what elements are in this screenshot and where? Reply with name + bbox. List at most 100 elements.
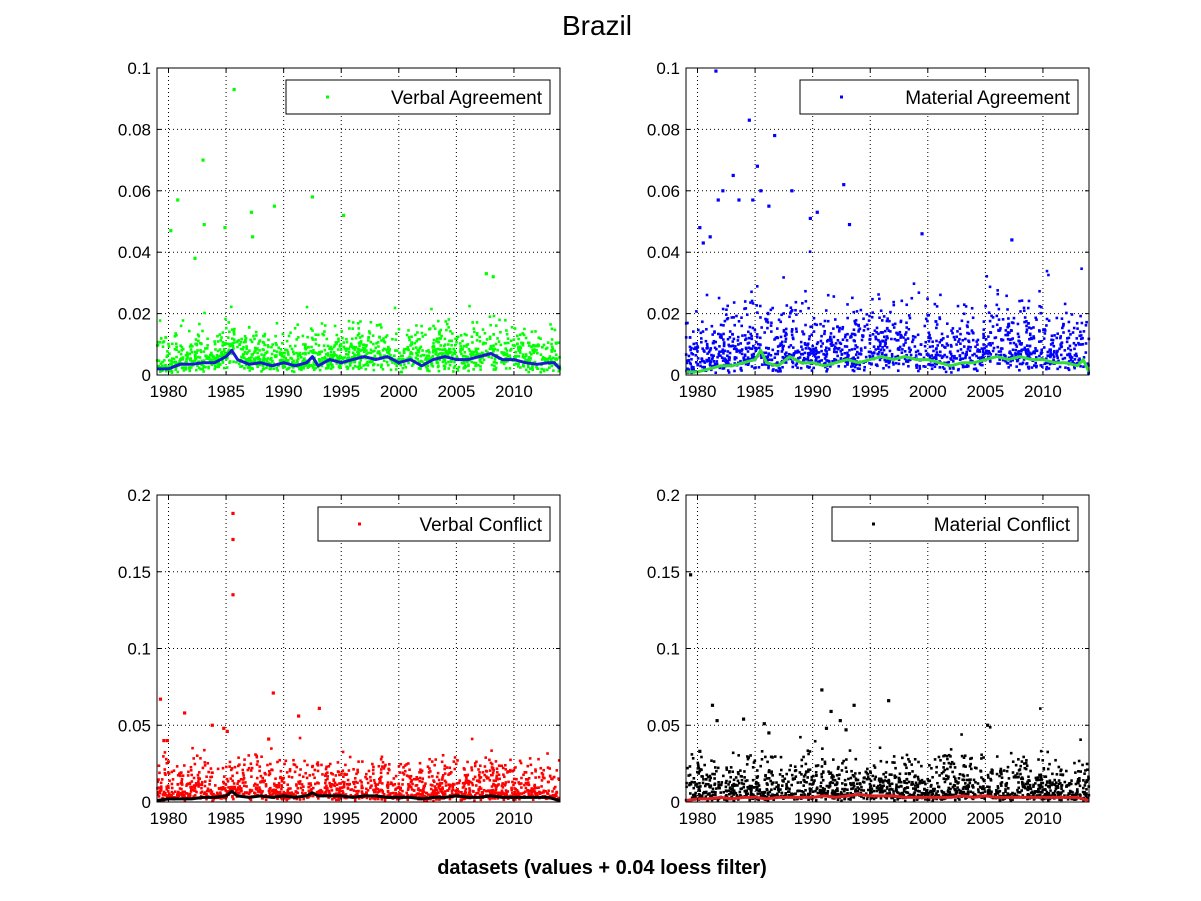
scatter-point [222,366,226,370]
scatter-point [874,335,877,339]
scatter-point [267,338,270,342]
scatter-point [264,784,268,788]
scatter-point [1006,331,1010,334]
scatter-point [951,327,955,330]
scatter-point [695,342,698,345]
scatter-point [868,341,872,345]
scatter-point [752,344,755,348]
scatter-point [973,352,976,356]
scatter-point [965,353,969,356]
scatter-point [688,361,692,365]
scatter-point [242,774,245,777]
scatter-point [418,789,422,792]
scatter-point [517,337,520,341]
scatter-point [237,756,240,759]
scatter-point [864,355,868,359]
scatter-point [478,358,482,361]
scatter-point [164,794,168,797]
scatter-point [318,352,322,356]
scatter-point [441,791,444,795]
scatter-point [790,310,793,313]
scatter-point [287,787,290,790]
scatter-point [493,791,497,794]
scatter-point [779,335,783,339]
scatter-point [806,344,809,347]
scatter-point [198,783,202,786]
scatter-point [503,783,507,787]
scatter-point [933,302,937,306]
scatter-point [736,343,740,346]
scatter-point [1025,330,1028,334]
scatter-point [237,339,241,342]
scatter-point [398,791,401,795]
scatter-point [488,347,492,351]
scatter-point [286,790,290,793]
scatter-point [964,337,967,341]
scatter-point [886,359,889,362]
scatter-point [1077,343,1081,346]
scatter-point [1067,336,1071,340]
x-tick-label: 2000 [909,382,947,401]
scatter-point [521,332,525,335]
scatter-point [796,781,800,784]
scatter-point [780,313,783,317]
scatter-point [441,360,445,364]
scatter-point [367,769,371,773]
scatter-point [1059,353,1063,357]
scatter-point [1028,337,1031,341]
scatter-point [895,783,898,787]
scatter-point [337,337,340,341]
scatter-point [332,345,336,349]
scatter-point [310,345,313,349]
scatter-point [967,332,971,335]
legend-label: Material Agreement [905,88,1070,109]
scatter-point [241,771,245,775]
scatter-point [905,321,908,325]
scatter-point [932,349,935,353]
scatter-point [472,368,475,371]
scatter-point [1026,354,1030,358]
scatter-point [918,367,922,370]
scatter-point [781,775,785,778]
scatter-point [836,339,840,342]
scatter-point [1035,364,1038,368]
scatter-point [973,362,977,366]
scatter-point [188,366,191,369]
scatter-point [731,344,735,348]
scatter-point [171,778,175,781]
scatter-point [904,341,907,344]
scatter-point [834,359,838,363]
scatter-point [699,331,703,335]
scatter-point [189,765,193,769]
scatter-point [159,785,163,788]
scatter-point [533,790,537,793]
scatter-point [260,755,263,759]
scatter-point [713,331,716,334]
scatter-point [726,359,729,363]
x-tick-label: 2005 [437,809,475,828]
scatter-point [519,761,523,765]
scatter-point [381,791,385,794]
scatter-point [887,329,891,333]
scatter-point [179,791,183,795]
scatter-point [753,346,757,350]
scatter-point [348,755,352,759]
scatter-point [687,368,691,371]
scatter-point [515,777,518,781]
scatter-point [771,306,774,310]
scatter-point [338,354,342,358]
scatter-point [965,365,969,368]
scatter-point [391,361,394,364]
scatter-point [516,342,519,345]
scatter-point [695,782,699,786]
scatter-point [964,354,968,358]
scatter-point [881,340,885,343]
y-tick-label: 0.15 [118,563,151,582]
scatter-point [968,356,972,360]
scatter-point [354,345,358,349]
scatter-point [440,778,444,781]
scatter-point [730,316,734,319]
scatter-point [518,759,522,763]
scatter-point [722,351,725,355]
scatter-point [988,351,991,355]
